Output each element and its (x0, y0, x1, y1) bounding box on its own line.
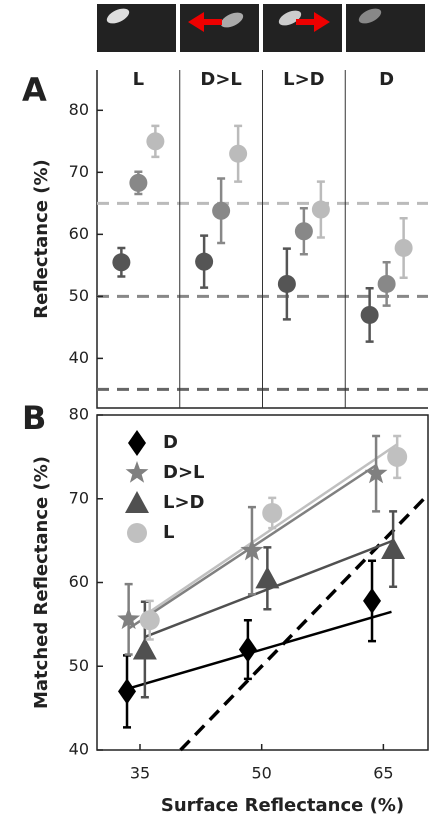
y-tick-label: 60 (69, 572, 89, 591)
point (311, 200, 330, 219)
point (377, 274, 396, 293)
y-axis-title: Reflectance (%) (31, 159, 52, 319)
point (129, 173, 148, 192)
thumbnail-shape (106, 8, 130, 24)
category-label: L (133, 69, 144, 90)
thumbnail-shape (220, 12, 244, 28)
thumbnail-arrow (296, 12, 330, 32)
panel-label: B (22, 399, 46, 437)
legend-marker (125, 461, 149, 483)
point (294, 222, 313, 241)
legend-marker (125, 491, 149, 513)
point (262, 502, 283, 523)
point (139, 610, 160, 631)
thumbnail-arrow (188, 12, 222, 32)
y-axis-title: Matched Reflectance (%) (31, 456, 52, 709)
y-tick-label: 50 (69, 656, 89, 675)
x-tick-label: 35 (130, 764, 150, 783)
point (387, 446, 408, 467)
point (212, 201, 231, 220)
point (132, 637, 157, 660)
legend-label: D>L (163, 462, 205, 483)
y-tick-label: 80 (69, 405, 89, 424)
point (229, 144, 248, 163)
point (146, 132, 165, 151)
fit-line (126, 610, 392, 691)
point (381, 537, 406, 559)
category-label: L>D (283, 69, 325, 90)
point (118, 678, 137, 705)
thumbnail (263, 4, 342, 52)
identity-line (179, 493, 430, 752)
category-label: D>L (200, 69, 242, 90)
point (195, 252, 214, 271)
y-tick-label: 40 (69, 348, 89, 367)
legend-marker (127, 523, 147, 543)
axes (96, 70, 428, 409)
y-tick-label: 70 (69, 488, 89, 507)
category-label: D (379, 69, 394, 90)
point (364, 461, 388, 484)
legend-label: L>D (163, 492, 205, 513)
point (112, 253, 131, 272)
point (117, 607, 141, 630)
y-tick-label: 40 (69, 740, 89, 759)
stimulus-thumbnails (97, 4, 425, 52)
thumbnail-shape (278, 10, 302, 26)
point (255, 566, 280, 589)
x-tick-label: 50 (252, 764, 272, 783)
y-tick-label: 70 (69, 162, 89, 181)
fit-line (144, 539, 394, 639)
x-axis-title: Surface Reflectance (%) (161, 795, 404, 816)
legend-marker (128, 430, 146, 456)
thumbnail (346, 4, 425, 52)
point (277, 274, 296, 293)
legend-label: D (163, 432, 178, 453)
y-tick-label: 50 (69, 286, 89, 305)
point (394, 238, 413, 257)
legend-label: L (163, 522, 174, 543)
point (240, 538, 264, 561)
x-tick-label: 65 (373, 764, 393, 783)
panel-label: A (22, 71, 47, 109)
thumbnail-shape (358, 8, 382, 24)
point (360, 305, 379, 324)
point (238, 636, 257, 663)
point (363, 587, 382, 614)
y-tick-label: 60 (69, 224, 89, 243)
y-tick-label: 80 (69, 100, 89, 119)
thumbnail (97, 4, 176, 52)
thumbnail (180, 4, 259, 52)
